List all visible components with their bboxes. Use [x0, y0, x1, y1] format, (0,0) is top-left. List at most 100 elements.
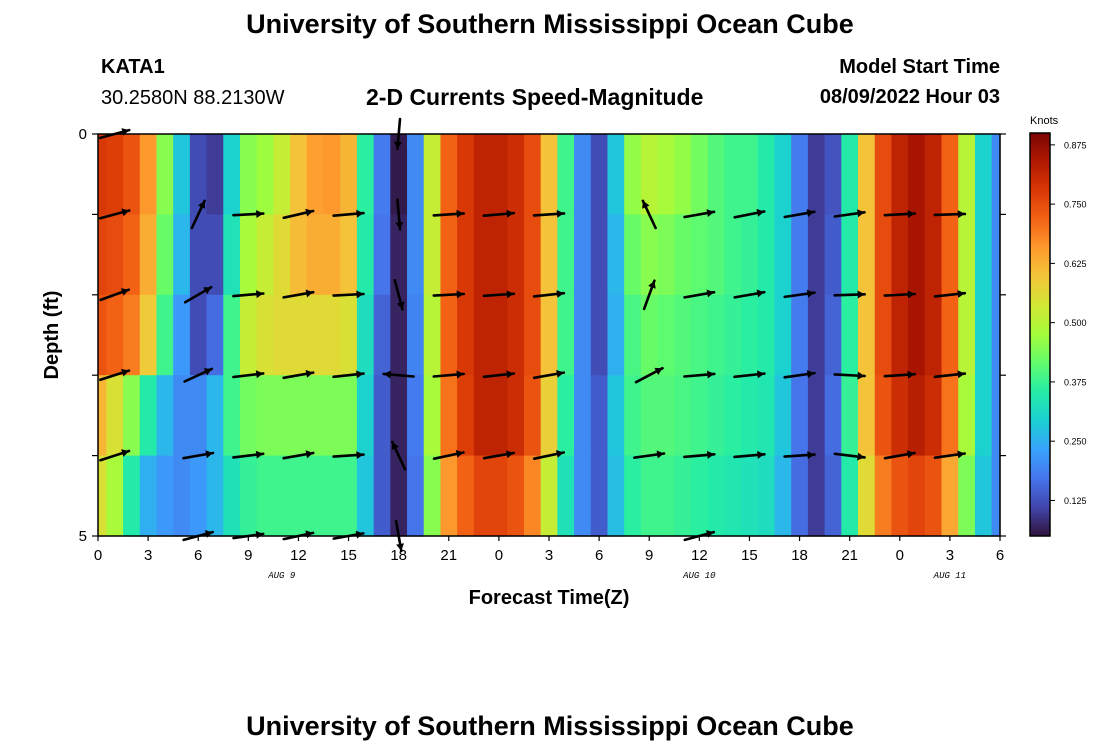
current-arrow: [482, 450, 516, 460]
heatmap-cell: [123, 375, 141, 457]
heatmap-cell: [507, 455, 525, 537]
arrow-head: [857, 290, 865, 299]
heatmap-cell: [290, 375, 308, 457]
heatmap-cell: [607, 455, 625, 537]
heatmap-cell: [156, 294, 174, 376]
date-label: AUG 10: [682, 571, 716, 581]
heatmap-cell: [123, 455, 141, 537]
heatmap-cell: [741, 134, 759, 215]
date-label: AUG 9: [267, 571, 296, 581]
current-arrow: [432, 290, 466, 299]
current-arrow: [683, 450, 716, 459]
arrow-head: [506, 370, 514, 379]
heatmap-cell: [924, 455, 943, 537]
arrow-head: [121, 449, 129, 457]
current-arrow: [933, 290, 967, 298]
arrow-head: [806, 209, 815, 217]
heatmap-cell: [356, 294, 375, 376]
heatmap-cell: [941, 375, 959, 457]
heatmap-cell: [390, 455, 408, 537]
heatmap-cell: [139, 134, 158, 215]
heatmap-cell: [841, 294, 859, 376]
arrow-head: [556, 209, 564, 218]
heatmap-cell: [457, 134, 475, 215]
y-tick-label: 5: [79, 528, 87, 545]
heatmap-cell: [574, 375, 592, 457]
x-tick-label: 3: [946, 547, 954, 564]
heatmap-cell: [941, 455, 959, 537]
heatmap-cell: [841, 375, 859, 457]
current-arrow: [232, 290, 265, 299]
x-tick-label: 12: [691, 547, 708, 564]
heatmap-cell: [356, 375, 375, 457]
current-arrow: [833, 290, 867, 299]
arrow-head: [707, 450, 715, 459]
station-coordinates: 30.2580N 88.2130W: [101, 87, 285, 109]
x-tick-label: 12: [290, 547, 307, 564]
heatmap-cell: [958, 134, 976, 215]
heatmap-cell: [874, 134, 893, 215]
heatmap-cell: [440, 134, 458, 215]
heatmap-cell: [223, 214, 241, 296]
heatmap-cell: [256, 134, 274, 215]
heatmap-cell: [423, 134, 442, 215]
arrow-head: [706, 530, 714, 538]
x-tick-label: 6: [194, 547, 202, 564]
current-arrow: [482, 290, 516, 299]
heatmap-cell: [974, 134, 993, 215]
heatmap-cell: [640, 134, 659, 215]
heatmap-cell: [690, 294, 709, 376]
heatmap-cell: [373, 375, 391, 457]
heatmap-cell: [490, 294, 508, 376]
heatmap-cell: [924, 214, 943, 296]
heatmap-cell: [423, 375, 442, 457]
heatmap-cell: [557, 375, 575, 457]
heatmap-cell: [323, 134, 341, 215]
heatmap-cell: [106, 134, 124, 215]
x-tick-label: 6: [996, 547, 1004, 564]
current-arrow: [183, 367, 214, 383]
heatmap-cell: [791, 214, 809, 296]
arrow-head: [456, 370, 464, 379]
current-arrow: [532, 369, 566, 380]
current-arrow: [432, 370, 466, 379]
arrow-head: [356, 370, 364, 379]
colorbar-tick-label: 0.750: [1064, 200, 1087, 210]
heatmap-cell: [908, 294, 926, 376]
heatmap-cell: [707, 134, 725, 215]
heatmap-cell: [707, 375, 725, 457]
arrow-head: [305, 289, 314, 298]
current-arrow: [783, 451, 816, 459]
heatmap-cell: [607, 375, 625, 457]
heatmap-cell: [674, 134, 692, 215]
heatmap-cell: [974, 375, 993, 457]
heatmap-cell: [574, 455, 592, 537]
heatmap-cell: [139, 294, 158, 376]
y-axis-label: Depth (ft): [41, 291, 63, 380]
heatmap-cell: [807, 134, 826, 215]
heatmap-cell: [690, 134, 709, 215]
arrow-head: [654, 367, 663, 375]
heatmap-cell: [123, 214, 141, 296]
heatmap-cell: [574, 134, 592, 215]
heatmap-cell: [440, 375, 458, 457]
colorbar-label: Knots: [1030, 115, 1059, 127]
heatmap-cell: [590, 455, 609, 537]
arrow-head: [556, 369, 564, 378]
x-tick-label: 15: [741, 547, 758, 564]
heatmap-cell: [757, 294, 776, 376]
heatmap-cell: [98, 375, 107, 457]
heatmap-cell: [390, 214, 408, 296]
arrow-head: [120, 288, 129, 296]
heatmap-cell: [774, 375, 792, 457]
heatmap-cell: [640, 375, 659, 457]
speed-heatmap: [98, 134, 1001, 537]
heatmap-cell: [490, 214, 508, 296]
current-arrow: [482, 209, 516, 218]
arrow-head: [203, 368, 212, 376]
arrow-head: [121, 368, 129, 377]
current-arrow: [482, 370, 516, 379]
x-tick-label: 0: [896, 547, 904, 564]
arrow-head: [356, 451, 364, 459]
heatmap-cell: [423, 294, 442, 376]
